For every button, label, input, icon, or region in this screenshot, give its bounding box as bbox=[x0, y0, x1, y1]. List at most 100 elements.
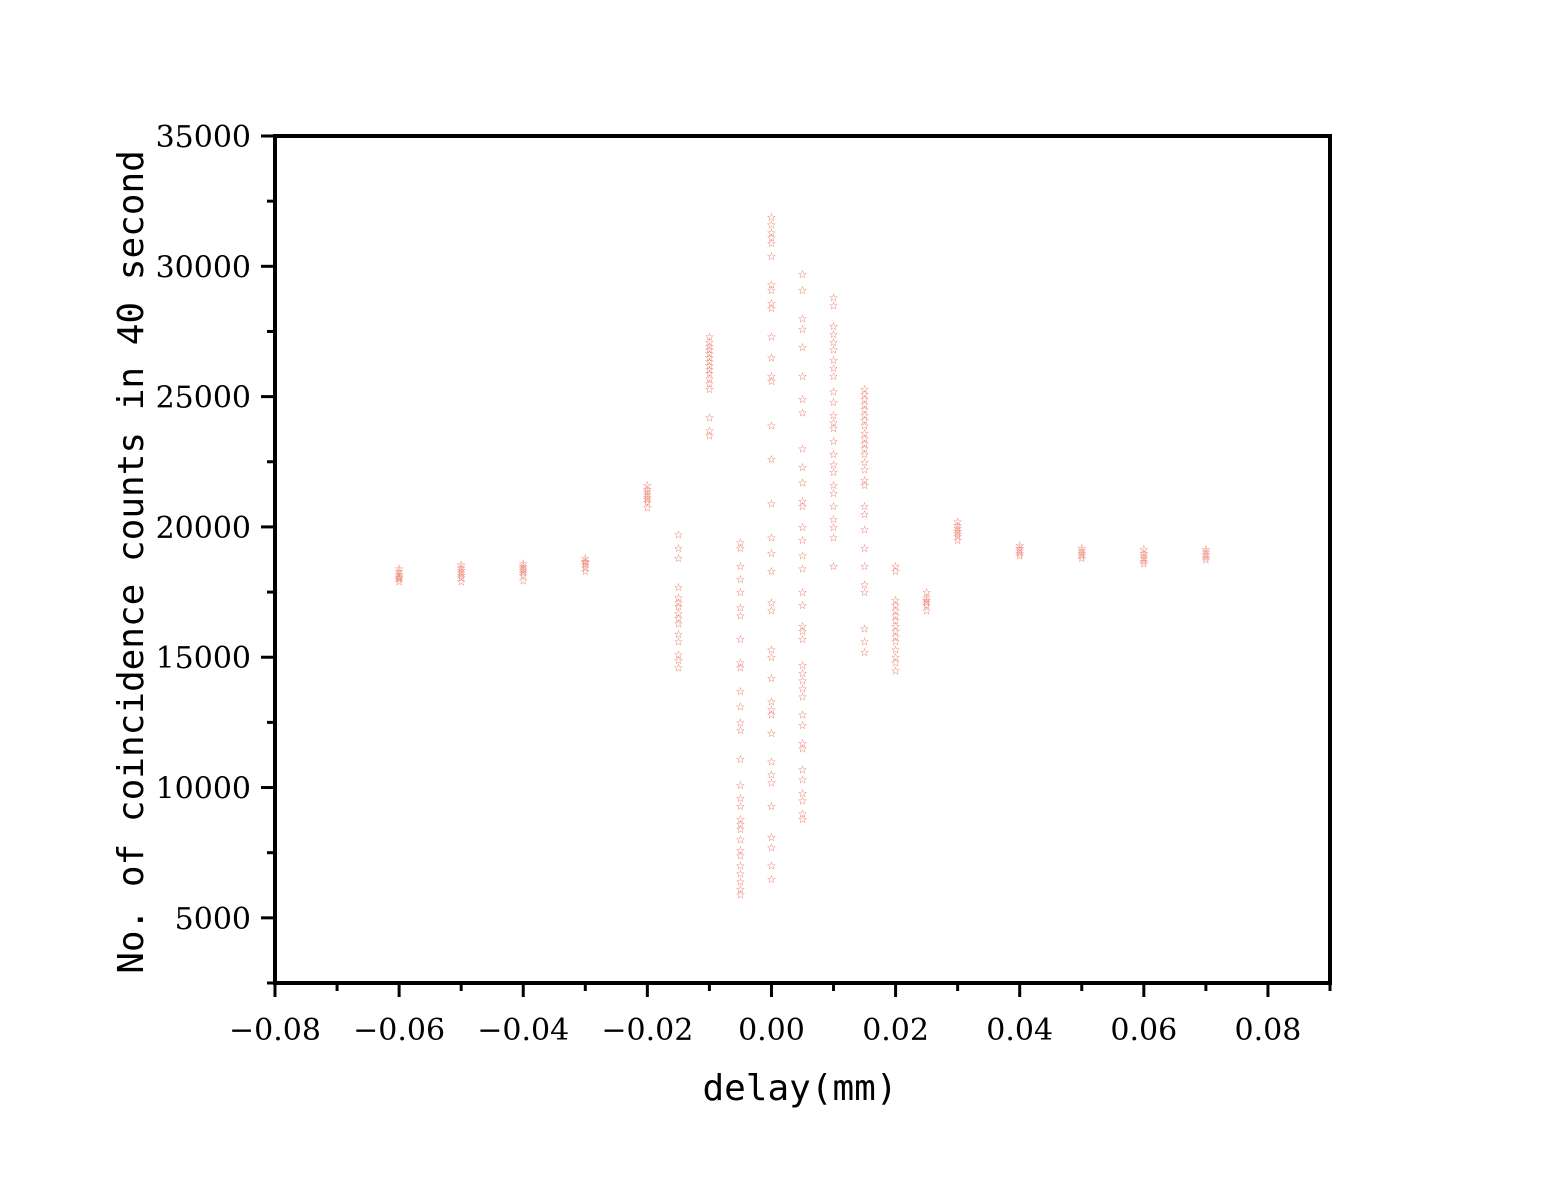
data-point: ☆ bbox=[1201, 548, 1211, 561]
data-point: ☆ bbox=[394, 572, 404, 585]
x-axis-title: delay(mm) bbox=[702, 1068, 897, 1109]
data-point: ☆ bbox=[580, 556, 590, 569]
data-point: ☆ bbox=[829, 328, 839, 341]
data-point: ☆ bbox=[736, 662, 746, 675]
data-point: ☆ bbox=[673, 628, 683, 641]
data-point: ☆ bbox=[860, 578, 870, 591]
data-point: ☆ bbox=[798, 774, 808, 787]
data-point: ☆ bbox=[736, 602, 746, 615]
data-point: ☆ bbox=[736, 860, 746, 873]
data-point: ☆ bbox=[704, 340, 714, 353]
data-point: ☆ bbox=[829, 385, 839, 398]
data-point: ☆ bbox=[1139, 555, 1149, 568]
data-point: ☆ bbox=[798, 620, 808, 633]
data-point: ☆ bbox=[642, 494, 652, 507]
data-point: ☆ bbox=[394, 568, 404, 581]
data-point: ☆ bbox=[736, 875, 746, 888]
data-point: ☆ bbox=[798, 737, 808, 750]
data-point: ☆ bbox=[953, 525, 963, 538]
data-point: ☆ bbox=[1139, 547, 1149, 560]
data-point: ☆ bbox=[953, 520, 963, 533]
data-point: ☆ bbox=[736, 633, 746, 646]
data-point: ☆ bbox=[704, 372, 714, 385]
data-point: ☆ bbox=[829, 396, 839, 409]
data-point: ☆ bbox=[798, 763, 808, 776]
data-point: ☆ bbox=[736, 610, 746, 623]
data-point: ☆ bbox=[673, 654, 683, 667]
data-point: ☆ bbox=[829, 435, 839, 448]
data-point: ☆ bbox=[1077, 547, 1087, 560]
data-point: ☆ bbox=[456, 564, 466, 577]
data-point: ☆ bbox=[767, 226, 777, 239]
x-tick-labels: −0.08 −0.06 −0.04 −0.02 0.00 0.02 0.04 0.06 0.08 bbox=[229, 1013, 1301, 1048]
data-point: ☆ bbox=[767, 375, 777, 388]
data-point: ☆ bbox=[922, 594, 932, 607]
data-point: ☆ bbox=[736, 685, 746, 698]
data-point: ☆ bbox=[673, 617, 683, 630]
y-tick-label: 25000 bbox=[156, 381, 251, 416]
data-point: ☆ bbox=[891, 560, 901, 573]
data-point: ☆ bbox=[767, 703, 777, 716]
data-point: ☆ bbox=[798, 323, 808, 336]
data-point: ☆ bbox=[953, 534, 963, 547]
data-point: ☆ bbox=[767, 709, 777, 722]
data-point: ☆ bbox=[394, 565, 404, 578]
data-point: ☆ bbox=[704, 367, 714, 380]
data-point: ☆ bbox=[767, 284, 777, 297]
data-point: ☆ bbox=[798, 675, 808, 688]
data-point: ☆ bbox=[456, 561, 466, 574]
data-point: ☆ bbox=[736, 823, 746, 836]
data-point: ☆ bbox=[767, 237, 777, 250]
x-tick-label: −0.08 bbox=[229, 1013, 321, 1048]
data-point: ☆ bbox=[767, 250, 777, 263]
data-point: ☆ bbox=[456, 559, 466, 572]
data-point: ☆ bbox=[798, 521, 808, 534]
data-point: ☆ bbox=[456, 567, 466, 580]
data-point: ☆ bbox=[798, 709, 808, 722]
data-point: ☆ bbox=[1015, 539, 1025, 552]
data-point: ☆ bbox=[829, 370, 839, 383]
data-point: ☆ bbox=[673, 542, 683, 555]
data-point: ☆ bbox=[673, 591, 683, 604]
data-point: ☆ bbox=[767, 800, 777, 813]
data-point: ☆ bbox=[860, 383, 870, 396]
data-point: ☆ bbox=[829, 422, 839, 435]
data-point: ☆ bbox=[891, 625, 901, 638]
data-point: ☆ bbox=[704, 336, 714, 349]
data-point: ☆ bbox=[736, 818, 746, 831]
data-point: ☆ bbox=[860, 427, 870, 440]
data-point: ☆ bbox=[673, 597, 683, 610]
data-point: ☆ bbox=[704, 344, 714, 357]
data-point: ☆ bbox=[704, 378, 714, 391]
data-point: ☆ bbox=[673, 581, 683, 594]
data-point: ☆ bbox=[736, 542, 746, 555]
data-point: ☆ bbox=[736, 849, 746, 862]
data-point: ☆ bbox=[518, 564, 528, 577]
data-point: ☆ bbox=[860, 542, 870, 555]
data-point: ☆ bbox=[767, 597, 777, 610]
data-point: ☆ bbox=[767, 831, 777, 844]
data-point: ☆ bbox=[829, 354, 839, 367]
data-point: ☆ bbox=[736, 724, 746, 737]
data-point: ☆ bbox=[736, 560, 746, 573]
data-point: ☆ bbox=[642, 491, 652, 504]
data-point: ☆ bbox=[736, 716, 746, 729]
data-point: ☆ bbox=[580, 555, 590, 568]
x-tick-label: −0.02 bbox=[601, 1013, 693, 1048]
data-point: ☆ bbox=[891, 664, 901, 677]
data-point: ☆ bbox=[1077, 542, 1087, 555]
data-point: ☆ bbox=[767, 727, 777, 740]
data-point: ☆ bbox=[860, 388, 870, 401]
axes bbox=[273, 134, 1332, 985]
data-point: ☆ bbox=[860, 432, 870, 445]
data-point: ☆ bbox=[829, 409, 839, 422]
data-point: ☆ bbox=[798, 477, 808, 490]
data-point: ☆ bbox=[767, 776, 777, 789]
data-point: ☆ bbox=[829, 479, 839, 492]
data-point: ☆ bbox=[736, 834, 746, 847]
data-point: ☆ bbox=[704, 411, 714, 424]
data-point: ☆ bbox=[704, 359, 714, 372]
data-point: ☆ bbox=[767, 419, 777, 432]
data-point: ☆ bbox=[642, 483, 652, 496]
